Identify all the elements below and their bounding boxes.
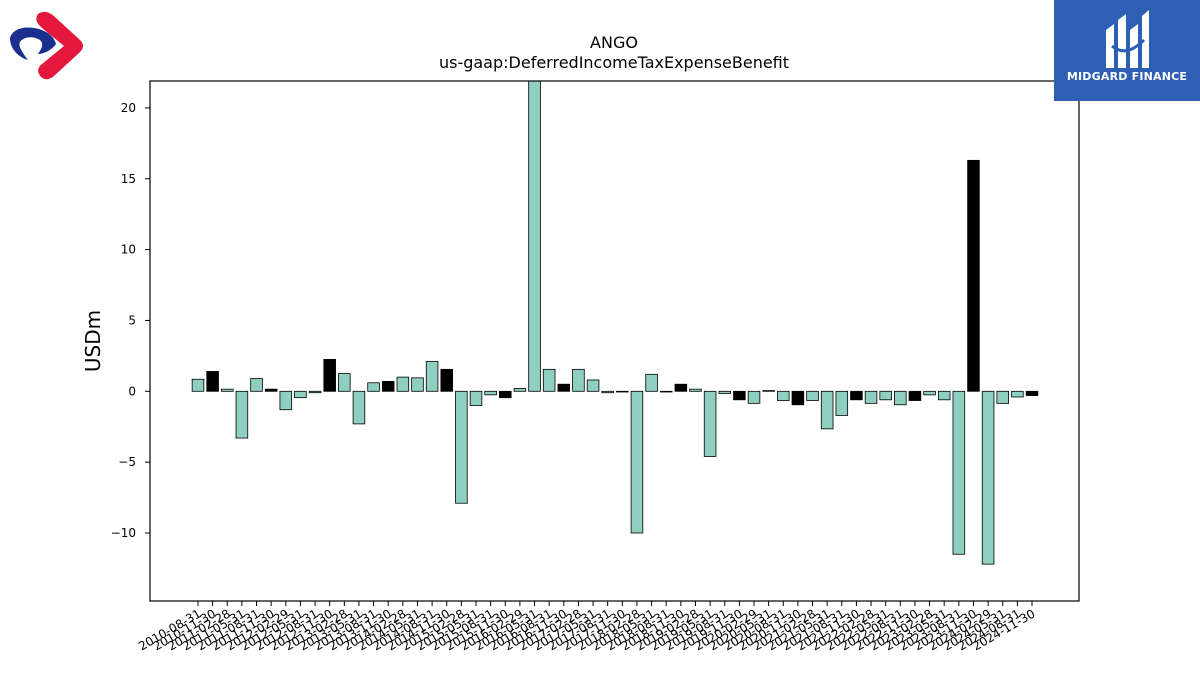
bar-2018-08-31	[659, 390, 673, 393]
bar-2010-11-30	[206, 371, 219, 392]
bar-2013-05-31	[352, 390, 366, 425]
bar-2022-05-31	[879, 390, 892, 401]
bar-2024-05-31	[996, 390, 1009, 404]
bar-2011-11-30	[264, 388, 278, 392]
bar-2017-02-28	[572, 368, 585, 392]
bar-2024-11-30	[1025, 390, 1039, 396]
x-ticks-group: 2010-08-312010-11-302011-02-282011-05-31…	[136, 601, 1038, 653]
y-tick-label: 15	[121, 172, 136, 186]
bar-2016-02-29	[513, 388, 527, 392]
chart-subtitle: us-gaap:DeferredIncomeTaxExpenseBenefit	[439, 53, 789, 72]
bar-2012-05-31	[294, 390, 307, 399]
bar-2023-02-28	[923, 390, 936, 396]
bar-2015-02-28	[455, 390, 468, 504]
plot-frame	[149, 80, 1080, 602]
bar-2015-05-31	[469, 390, 483, 406]
bar-2012-11-30	[323, 359, 336, 392]
bar-2021-11-30	[850, 390, 863, 401]
brand-name: MIDGARD FINANCE	[1066, 70, 1188, 83]
bar-2022-11-30	[908, 390, 922, 401]
brand-logo-right: MIDGARD FINANCE	[1054, 0, 1200, 101]
bar-2017-08-31	[601, 390, 614, 394]
bar-2014-02-28	[396, 376, 410, 392]
bar-2017-05-31	[586, 379, 600, 392]
bar-2022-02-28	[864, 390, 878, 404]
y-tick-label: 5	[128, 313, 136, 327]
y-tick-label: −5	[118, 455, 136, 469]
bar-2020-11-30	[791, 390, 805, 406]
bar-2023-11-30	[967, 159, 980, 392]
bar-2021-08-31	[835, 390, 849, 416]
bar-2011-08-31	[250, 378, 263, 392]
bar-2015-11-30	[499, 390, 512, 399]
bar-2016-11-30	[557, 383, 571, 392]
logo-mark-icon	[10, 11, 83, 80]
y-tick-label: 20	[121, 101, 136, 115]
y-tick-label: 0	[128, 384, 136, 398]
bar-2021-05-31	[820, 390, 834, 430]
bar-2020-05-31	[762, 390, 775, 392]
bar-2014-05-31	[411, 377, 424, 392]
y-ticks-group: −10 −5 0 5 10 15 20	[111, 101, 150, 540]
bar-2024-02-29	[981, 390, 995, 565]
bars-group	[191, 80, 1039, 565]
bar-2022-08-31	[894, 390, 907, 406]
bar-2016-08-31	[542, 368, 556, 392]
bar-2021-02-28	[806, 390, 819, 401]
bar-2020-08-31	[777, 390, 790, 401]
bar-2013-08-31	[367, 382, 380, 392]
bar-2019-05-31	[703, 390, 717, 457]
bar-2019-02-28	[689, 388, 702, 392]
bar-2023-05-31	[937, 390, 951, 401]
bar-2024-08-31	[1011, 390, 1024, 398]
bar-2010-08-31	[191, 378, 205, 392]
bar-2016-05-31	[528, 80, 541, 392]
bar-2014-11-30	[440, 368, 453, 392]
bar-2011-05-31	[235, 390, 249, 439]
midgard-mark-icon	[1106, 10, 1149, 68]
bar-2019-08-31	[718, 390, 731, 394]
bar-2015-08-31	[484, 390, 497, 396]
bar-2013-11-30	[381, 380, 395, 392]
y-axis-label: USDm	[81, 310, 105, 372]
bar-2023-08-31	[952, 390, 966, 555]
bar-2017-11-30	[616, 390, 629, 393]
bar-2018-02-28	[630, 390, 644, 534]
bar-2019-11-30	[733, 390, 746, 401]
bar-2011-02-28	[221, 388, 234, 392]
bar-2014-08-31	[425, 361, 439, 392]
bar-2012-08-31	[308, 390, 322, 394]
bar-2020-02-29	[747, 390, 761, 404]
brand-logo-left	[4, 8, 86, 82]
bar-2018-11-30	[674, 383, 688, 392]
chart-title: ANGO	[590, 33, 638, 52]
bar-2018-05-31	[645, 373, 658, 392]
bar-2012-02-29	[279, 390, 293, 411]
bar-2013-02-28	[338, 373, 351, 392]
y-tick-label: −10	[111, 526, 136, 540]
y-tick-label: 10	[121, 243, 136, 257]
